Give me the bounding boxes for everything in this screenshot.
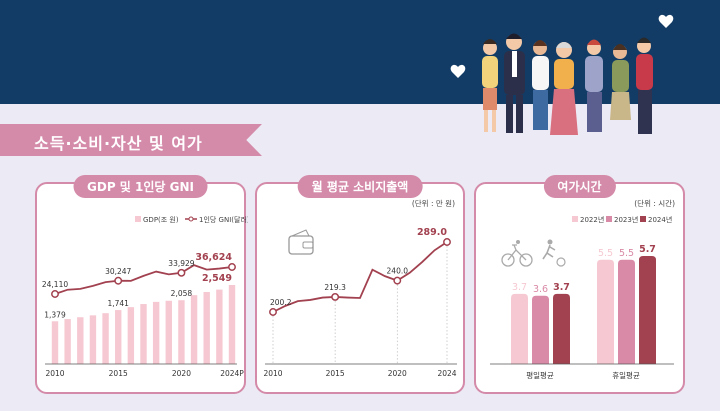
heart-icon	[450, 64, 466, 78]
legend-label: 2023년	[614, 215, 638, 224]
consumption-label: 289.0	[417, 227, 447, 238]
gdp-gni-chart: GDP(조 원) 1인당 GNI(달러) 24,110 30,247 33,92936,…	[42, 215, 248, 378]
gdp-bar	[140, 304, 147, 364]
wallet-icon	[288, 229, 314, 255]
gni-label: 30,247	[105, 267, 131, 276]
gdp-bar	[178, 300, 185, 364]
x-tick-label: 휴일평균	[612, 370, 640, 380]
legend-label: 1인당 GNI(달러)	[199, 215, 248, 224]
x-tick-label: 2010	[263, 369, 282, 378]
gni-label: 33,929	[168, 259, 194, 268]
x-tick-label: 2024	[437, 369, 456, 378]
gdp-bar	[77, 317, 84, 364]
gdp-bar	[190, 295, 198, 364]
leisure-bar	[532, 295, 549, 364]
leisure-bar	[597, 259, 614, 364]
leisure-label: 3.7	[553, 282, 570, 293]
x-tick-label: 2020	[172, 369, 191, 378]
consumption-line	[272, 241, 448, 313]
gdp-label: 1,741	[107, 299, 129, 308]
gdp-bar	[102, 313, 109, 364]
x-tick-label: 2024P	[220, 369, 244, 378]
gdp-label: 2,549	[202, 273, 232, 284]
gdp-bar	[165, 300, 172, 364]
leisure-bar	[553, 293, 570, 364]
gdp-label: 2,058	[171, 289, 193, 298]
leisure-label: 5.7	[639, 244, 656, 255]
x-tick-label: 2015	[326, 369, 345, 378]
legend-swatch	[572, 216, 578, 222]
leisure-label: 3.7	[512, 282, 527, 293]
leisure-bar	[618, 259, 635, 364]
gdp-bar	[51, 321, 59, 364]
gni-point	[51, 290, 59, 298]
gni-point	[114, 276, 123, 285]
soccer-icon	[542, 239, 566, 267]
consumption-point	[443, 238, 451, 246]
consumption-chart: 200.2 219.3 240.0 289.0 2010 2015 2020 2024	[263, 227, 457, 378]
unit-label: (단위 : 만 원)	[411, 199, 455, 208]
gni-point	[228, 263, 236, 271]
leisure-chart: 2022년 2023년 2024년 3.7 3.6 3.7 평일평균 5.5 5.5 5.7 휴일평…	[490, 215, 674, 380]
leisure-label: 3.6	[533, 284, 548, 295]
leisure-bar	[639, 256, 656, 364]
chart-title: 여가시간	[543, 175, 616, 198]
consumption-label: 240.0	[387, 267, 409, 276]
gni-label: 24,110	[42, 280, 68, 289]
gdp-gni-panel: GDP 및 1인당 GNI GDP(조 원) 1인당 GNI(달러) 24,110 3…	[35, 175, 248, 394]
legend-label: 2022년	[580, 215, 604, 224]
legend-swatch	[606, 216, 612, 222]
x-tick-label: 2020	[388, 369, 407, 378]
legend-swatch	[640, 216, 646, 222]
consumption-label: 200.2	[270, 298, 292, 307]
gdp-bar	[203, 291, 210, 364]
legend-label: GDP(조 원)	[143, 215, 179, 224]
legend-swatch	[135, 216, 141, 222]
gdp-bar	[127, 307, 135, 364]
consumption-label: 219.3	[324, 283, 346, 292]
section-title-ribbon: 소득·소비·자산 및 여가	[0, 124, 262, 156]
section-title: 소득·소비·자산 및 여가	[34, 134, 203, 153]
gni-point	[177, 268, 186, 277]
legend-label: 2024년	[648, 215, 672, 224]
x-tick-label: 2015	[109, 369, 128, 378]
gdp-label: 1,379	[44, 310, 66, 319]
gdp-bar	[216, 289, 223, 364]
leisure-label: 5.5	[598, 248, 613, 259]
unit-label: (단위 : 시간)	[634, 199, 675, 208]
x-tick-label: 평일평균	[526, 370, 554, 380]
consumption-panel: 월 평균 소비지출액 (단위 : 만 원) 200.2 219.3 240.0 289…	[255, 175, 465, 394]
leisure-bar	[511, 293, 528, 364]
gdp-bar	[115, 310, 122, 364]
gni-line	[54, 264, 233, 295]
gni-label: 36,624	[195, 252, 232, 263]
gdp-bar	[64, 319, 71, 364]
leisure-label: 5.5	[619, 248, 634, 259]
legend-swatch	[188, 216, 194, 222]
heart-icon	[658, 14, 674, 28]
chart-title: GDP 및 1인당 GNI	[73, 175, 208, 198]
gdp-bar	[152, 301, 160, 364]
leisure-panel: 여가시간 (단위 : 시간) 2022년 2023년 2024년 3.7 3.6 3.7 평…	[474, 175, 685, 394]
bicycle-icon	[501, 240, 533, 267]
consumption-point	[269, 308, 277, 316]
people-illustration	[450, 14, 674, 135]
gdp-bar	[228, 285, 236, 364]
consumption-point	[393, 276, 402, 285]
gdp-bar	[89, 315, 97, 364]
consumption-point	[331, 292, 340, 301]
x-tick-label: 2010	[45, 369, 64, 378]
chart-title: 월 평균 소비지출액	[297, 175, 423, 198]
